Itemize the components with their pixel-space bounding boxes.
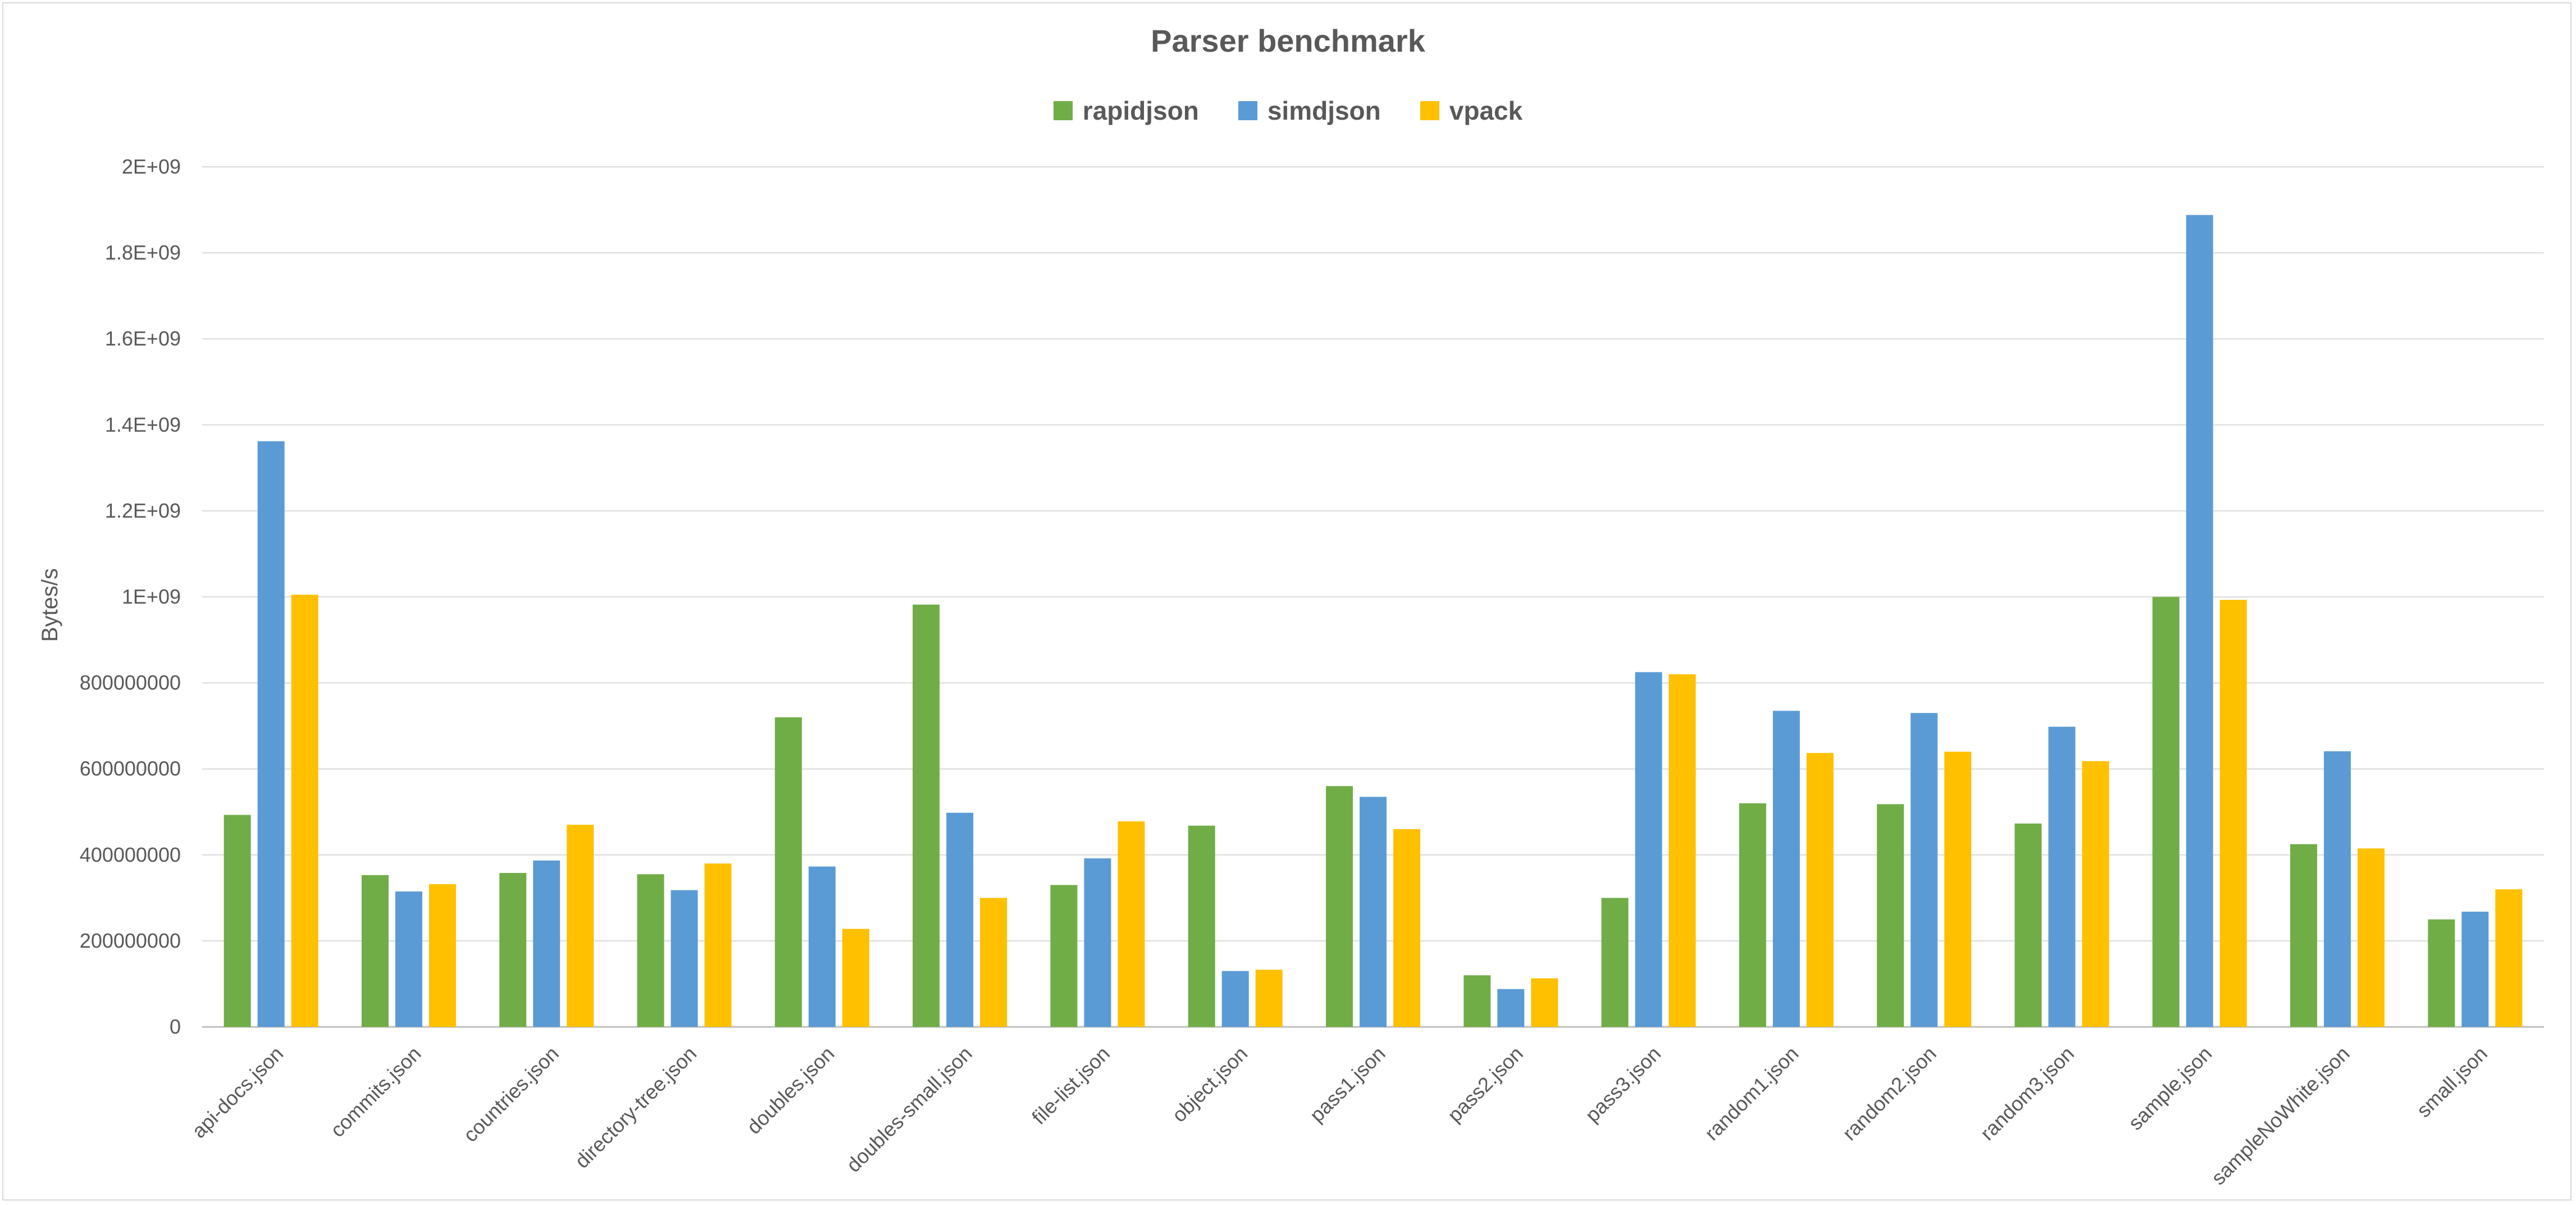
bar-vpack-commits.json [428,884,456,1027]
bar-vpack-pass2.json [1531,978,1558,1027]
legend-swatch-simdjson [1238,101,1257,120]
bar-vpack-random2.json [1944,752,1972,1027]
x-tick-label: small.json [2412,1042,2492,1122]
bar-simdjson-object.json [1221,971,1249,1027]
x-tick-label: doubles-small.json [842,1042,977,1177]
bar-vpack-pass3.json [1668,674,1696,1027]
bar-simdjson-pass1.json [1360,797,1387,1027]
bar-vpack-random1.json [1806,753,1834,1027]
bar-simdjson-random3.json [2048,726,2076,1027]
y-tick-label: 800000000 [80,671,181,694]
bar-rapidjson-object.json [1188,825,1215,1027]
bar-simdjson-directory-tree.json [671,890,698,1027]
bar-rapidjson-file-list.json [1050,885,1078,1027]
bar-simdjson-sample.json [2186,215,2213,1027]
x-tick-label: pass2.json [1443,1042,1528,1127]
bar-rapidjson-small.json [2428,919,2455,1027]
x-tick-label: countries.json [459,1042,563,1147]
y-tick-label: 1.2E+09 [105,499,181,522]
bar-vpack-doubles-small.json [980,898,1007,1027]
legend-item-vpack: vpack [1420,96,1522,126]
legend-swatch-vpack [1420,101,1439,120]
bar-vpack-object.json [1255,970,1283,1027]
y-tick-label: 1.6E+09 [105,327,181,350]
bar-vpack-countries.json [567,825,594,1027]
x-tick-label: pass3.json [1581,1042,1666,1127]
bar-simdjson-random1.json [1772,711,1800,1027]
bar-simdjson-commits.json [395,891,422,1027]
legend-label-simdjson: simdjson [1267,96,1381,125]
bar-vpack-small.json [2495,889,2523,1027]
bar-simdjson-pass2.json [1497,989,1525,1027]
bar-rapidjson-api-docs.json [224,815,251,1027]
x-tick-label: directory-tree.json [570,1042,701,1173]
x-tick-label: api-docs.json [187,1042,288,1143]
x-tick-label: file-list.json [1027,1042,1114,1129]
bar-rapidjson-sample.json [2152,597,2180,1027]
y-tick-label: 1.8E+09 [105,241,181,264]
bar-simdjson-file-list.json [1084,858,1111,1027]
bar-simdjson-random2.json [1911,713,1938,1027]
x-tick-label: sampleNoWhite.json [2206,1042,2354,1189]
bar-rapidjson-random2.json [1877,804,1904,1027]
legend: rapidjson simdjson vpack [0,96,2576,126]
y-tick-label: 600000000 [80,757,181,780]
bar-simdjson-countries.json [533,860,560,1027]
bar-vpack-random3.json [2082,761,2109,1027]
bar-vpack-pass1.json [1393,829,1420,1027]
bar-rapidjson-random1.json [1739,803,1766,1027]
chart-title: Parser benchmark [1151,23,1425,58]
bar-vpack-sampleNoWhite.json [2358,848,2385,1027]
y-axis-ticks: 0 200000000 400000000 600000000 800000000 1E+… [80,155,181,1038]
bar-simdjson-pass3.json [1635,672,1662,1027]
bar-vpack-file-list.json [1118,821,1145,1027]
y-tick-label: 400000000 [80,843,181,866]
x-axis-ticks: api-docs.json commits.json countries.json d… [187,1042,2492,1189]
bar-simdjson-doubles-small.json [946,812,974,1027]
x-tick-label: doubles.json [742,1042,839,1139]
bar-rapidjson-doubles-small.json [913,604,940,1027]
bar-vpack-api-docs.json [291,594,318,1027]
y-tick-label: 0 [170,1015,181,1038]
bar-rapidjson-pass3.json [1601,898,1629,1027]
y-tick-label: 200000000 [80,929,181,952]
bar-simdjson-small.json [2461,911,2489,1027]
bar-rapidjson-directory-tree.json [637,874,664,1027]
bar-vpack-sample.json [2219,599,2247,1027]
y-tick-label: 2E+09 [122,155,181,178]
bar-vpack-directory-tree.json [704,863,732,1027]
bar-rapidjson-pass1.json [1326,786,1353,1027]
bar-rapidjson-countries.json [499,872,527,1027]
x-tick-label: object.json [1168,1042,1252,1127]
y-tick-label: 1E+09 [122,585,181,608]
legend-label-rapidjson: rapidjson [1082,96,1199,125]
y-tick-label: 1.4E+09 [105,413,181,436]
x-tick-label: random1.json [1700,1042,1803,1145]
bar-simdjson-api-docs.json [257,441,285,1027]
legend-item-simdjson: simdjson [1238,96,1381,126]
y-axis-title: Bytes/s [38,568,62,642]
x-tick-label: commits.json [326,1042,426,1142]
bar-rapidjson-commits.json [361,875,389,1027]
bar-rapidjson-random3.json [2014,823,2042,1027]
bar-vpack-doubles.json [842,929,869,1027]
bar-rapidjson-doubles.json [774,717,802,1027]
x-tick-label: sample.json [2124,1042,2217,1135]
bar-rapidjson-sampleNoWhite.json [2290,844,2318,1027]
bar-simdjson-sampleNoWhite.json [2324,751,2351,1027]
bars [224,215,2523,1027]
legend-label-vpack: vpack [1449,96,1523,125]
x-tick-label: random2.json [1838,1042,1941,1145]
legend-swatch-rapidjson [1053,101,1073,120]
legend-item-rapidjson: rapidjson [1053,96,1199,126]
x-tick-label: pass1.json [1305,1042,1390,1127]
bar-rapidjson-pass2.json [1463,975,1491,1027]
bar-simdjson-doubles.json [808,866,836,1027]
x-tick-label: random3.json [1976,1042,2078,1145]
